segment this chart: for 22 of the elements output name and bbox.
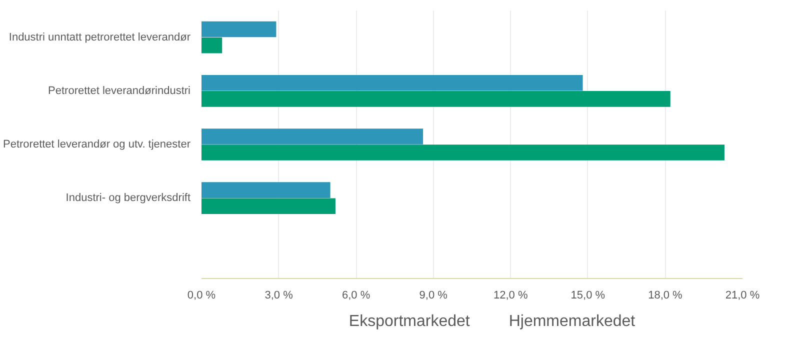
bar (202, 21, 276, 38)
y-tick-label: Petrorettet leverandør og utv. tjenester (3, 138, 191, 150)
x-tick-label: 9,0 % (419, 290, 448, 302)
x-tick-label: 6,0 % (342, 290, 370, 302)
bar (202, 198, 336, 214)
bar (202, 37, 222, 54)
text: Eksportmarkedet (348, 313, 470, 331)
x-tick-label: 15,0 % (570, 290, 606, 302)
x-tick-label: 0,0 % (187, 290, 216, 302)
x-tick-label: 18,0 % (648, 290, 683, 302)
bar (202, 182, 330, 198)
x-tick-label: 3,0 % (264, 290, 294, 302)
y-tick-label: Industri- og bergverksdrift (66, 192, 190, 204)
x-tick-label: 21,0 % (725, 290, 760, 302)
y-tick-label: Industri unntatt petrorettet leverandør (8, 31, 191, 44)
bar (202, 128, 424, 144)
y-tick-label: Petrorettet leverandørindustri (48, 84, 190, 97)
text: Hjemmemarkedet (508, 313, 636, 331)
bar (202, 91, 670, 107)
x-tick-label: 12,0 % (494, 290, 528, 302)
bar (202, 144, 724, 160)
bar (202, 74, 583, 91)
